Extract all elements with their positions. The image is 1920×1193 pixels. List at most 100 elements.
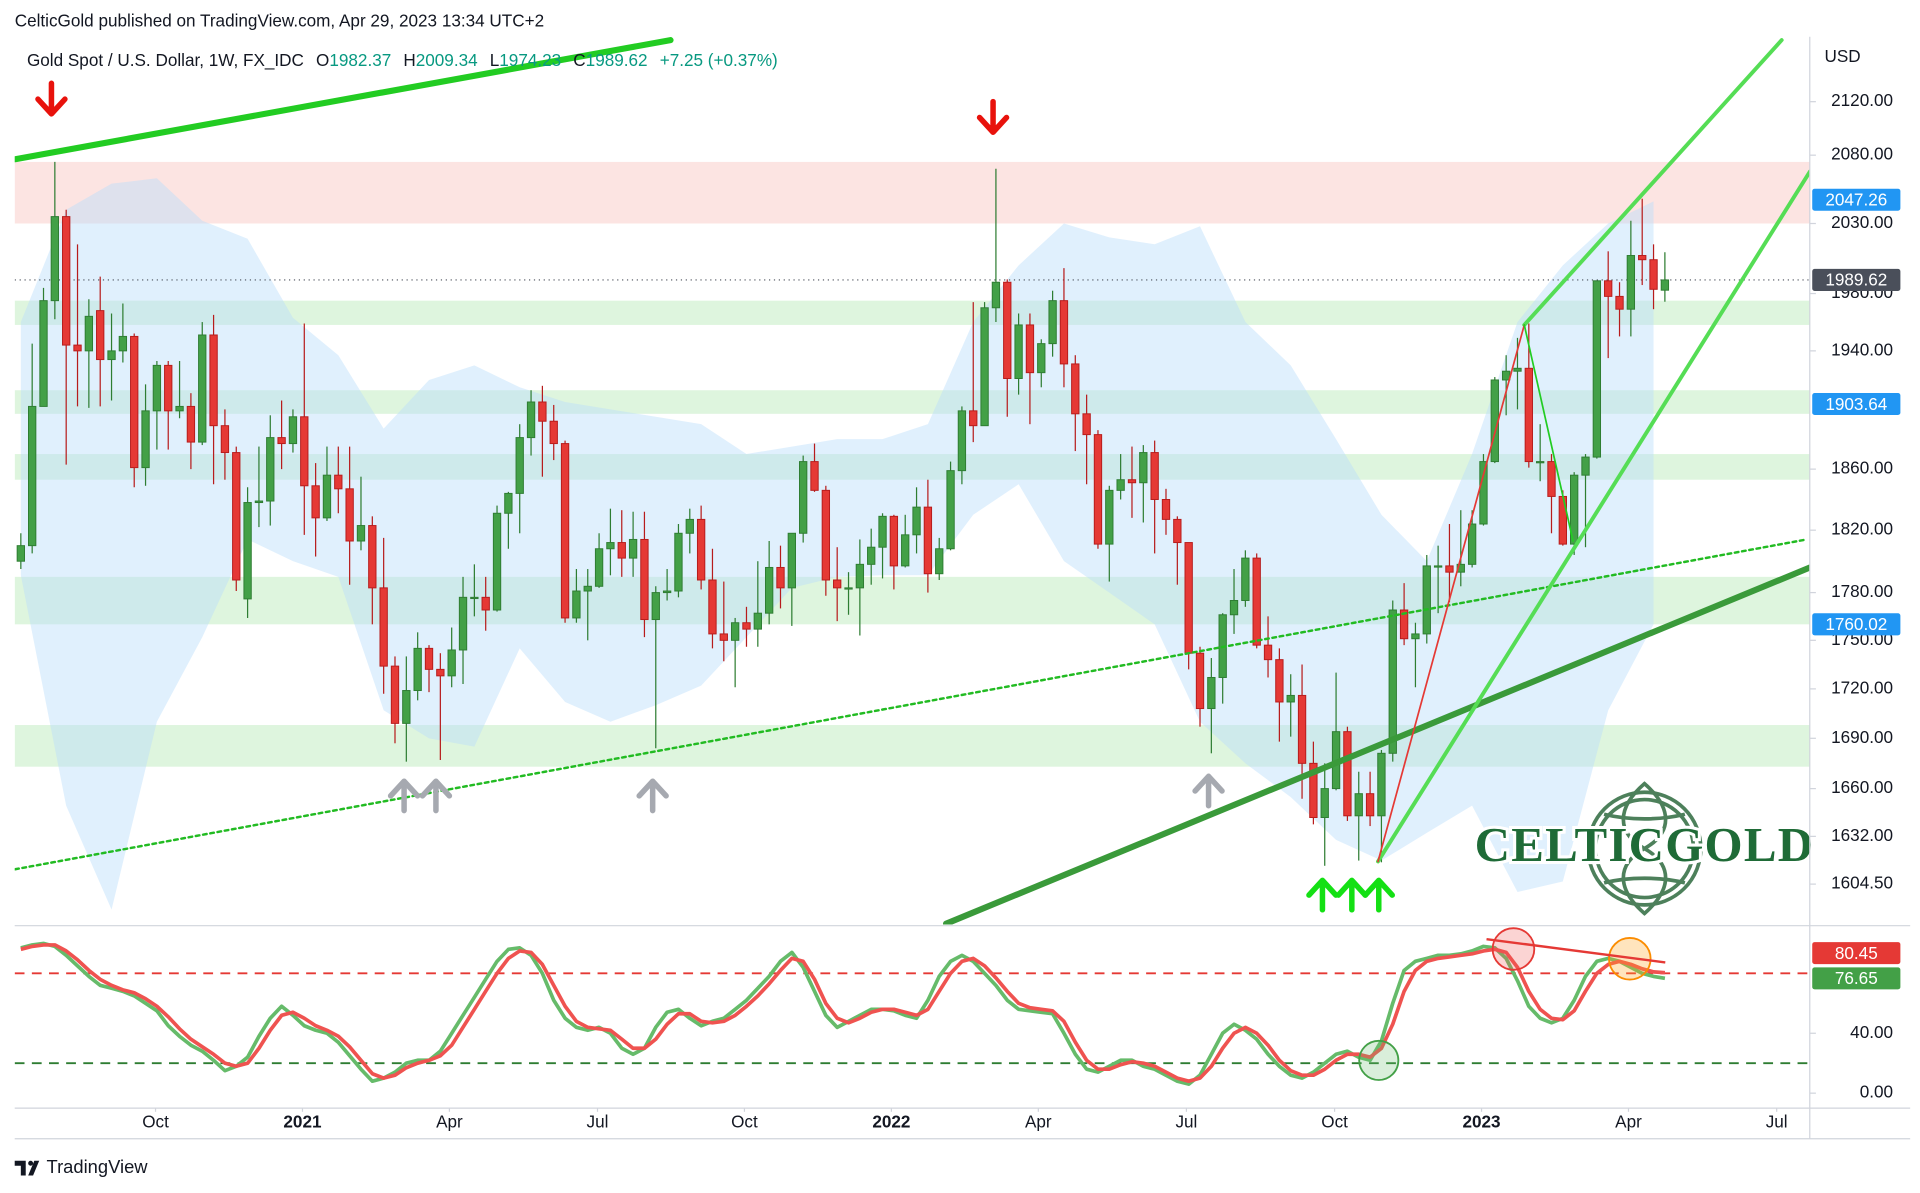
- x-tick-label: Oct: [142, 1111, 169, 1131]
- candle-body: [402, 690, 411, 724]
- change-value: +7.25 (+0.37%): [660, 50, 778, 70]
- trend-line: [942, 564, 1810, 925]
- candle-body: [1365, 793, 1375, 817]
- candle-body: [322, 474, 332, 519]
- candle-body: [1275, 659, 1284, 703]
- axes: 2120.002080.002030.001980.001940.001860.…: [142, 90, 1901, 1131]
- candle-body: [96, 310, 105, 361]
- y-tick-label: 1690.00: [1831, 727, 1893, 747]
- celticgold-logo: CELTICGOLD: [1472, 781, 1816, 916]
- candle-body: [696, 518, 706, 581]
- candle-body: [776, 566, 785, 589]
- candle-body: [821, 489, 831, 581]
- trend-line: [14, 37, 674, 163]
- low-value: 1974.23: [499, 50, 561, 70]
- candle-body: [164, 364, 173, 412]
- candle-body: [50, 216, 60, 302]
- candle-body: [810, 461, 819, 491]
- candle-body: [39, 300, 48, 407]
- candle-body: [1535, 461, 1545, 464]
- x-tick-label: 2022: [872, 1111, 910, 1131]
- y-tick-label: 1940.00: [1831, 339, 1893, 359]
- candle-body: [300, 416, 309, 487]
- candle-body: [1150, 452, 1159, 500]
- candle-body: [1445, 565, 1454, 573]
- candle-body: [572, 590, 581, 619]
- candle-body: [1343, 731, 1352, 817]
- footer-brand: TradingView: [47, 1156, 149, 1177]
- candle-body: [1173, 518, 1182, 544]
- candle-body: [1626, 255, 1636, 310]
- x-tick-label: Apr: [436, 1111, 463, 1131]
- candle-body: [1309, 762, 1318, 819]
- pane-frame: [14, 36, 1911, 1140]
- candle-body: [1388, 609, 1397, 754]
- stochastic-line: [20, 943, 1666, 1084]
- price-zone: [14, 576, 1810, 625]
- candle-body: [991, 281, 1001, 309]
- y-tick-label: 1660.00: [1831, 777, 1893, 797]
- candle-body: [1479, 461, 1488, 525]
- candle-body: [719, 633, 728, 641]
- stochastic-badge-bg: [1812, 942, 1901, 965]
- candle-body: [1570, 474, 1579, 545]
- y-tick-label: 1820.00: [1831, 519, 1893, 539]
- candle-body: [1615, 295, 1624, 310]
- candle-body: [855, 563, 865, 589]
- candle-body: [1467, 523, 1477, 565]
- candle-body: [277, 437, 286, 445]
- candle-body: [254, 500, 264, 504]
- price-badge-bg: [1812, 392, 1901, 416]
- y-tick-label: 2080.00: [1831, 144, 1893, 164]
- candle-body: [526, 401, 536, 439]
- candle-body: [311, 485, 320, 519]
- candle-body: [560, 443, 570, 619]
- price-badge: 1760.02: [1825, 614, 1887, 634]
- last-price-badge: 1989.62: [1825, 270, 1887, 290]
- candle-body: [152, 364, 162, 412]
- candle-body: [1649, 259, 1658, 290]
- candle-body: [118, 335, 128, 352]
- candle-body: [107, 350, 116, 361]
- tradingview-logo: TradingView: [14, 1156, 149, 1177]
- candle-body: [243, 502, 252, 600]
- candle-body: [424, 647, 434, 670]
- ohlc-letter: C: [573, 50, 585, 70]
- candle-body: [481, 596, 490, 611]
- candle-body: [1037, 343, 1046, 374]
- price-badge: 1903.64: [1825, 394, 1887, 414]
- candle-body: [198, 334, 207, 443]
- candle-body: [1014, 324, 1023, 379]
- price-badge-bg: [1812, 613, 1901, 636]
- candle-body: [1286, 694, 1295, 703]
- stochastic-pane: [14, 941, 1810, 1086]
- candle-body: [1195, 652, 1205, 710]
- indicator-cloud: [20, 178, 1654, 910]
- stochastic-line: [20, 941, 1666, 1086]
- x-tick-label: 2021: [283, 1111, 322, 1131]
- y-tick-label: 40.00: [1850, 1022, 1893, 1042]
- y-tick-label: 2030.00: [1831, 212, 1893, 232]
- candle-body: [662, 590, 672, 594]
- candle-body: [651, 592, 660, 621]
- trend-line: [1376, 169, 1810, 864]
- y-tick-label: 2120.00: [1831, 90, 1893, 110]
- candle-body: [73, 344, 82, 352]
- stochastic-badge-bg: [1812, 967, 1901, 990]
- stochastic-annotations: [1358, 927, 1666, 1081]
- candle-body: [1422, 565, 1431, 635]
- candle-body: [1127, 479, 1137, 484]
- candle-body: [1229, 600, 1239, 616]
- candle-body: [1139, 452, 1148, 484]
- publisher-header: CelticGold published on TradingView.com,…: [15, 11, 544, 31]
- candle-body: [969, 410, 978, 427]
- candle-body: [16, 545, 25, 562]
- candle-body: [617, 542, 626, 559]
- candle-body: [889, 515, 899, 567]
- candle-body: [946, 470, 955, 550]
- candle-body: [141, 410, 150, 469]
- price-zone: [14, 725, 1810, 767]
- candle-body: [867, 546, 876, 565]
- candle-body: [753, 612, 762, 630]
